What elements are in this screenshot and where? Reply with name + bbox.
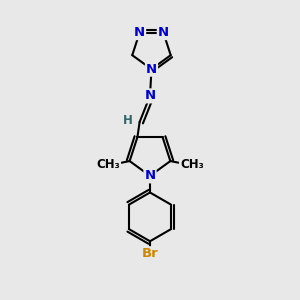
Text: CH₃: CH₃: [96, 158, 120, 170]
Text: CH₃: CH₃: [180, 158, 204, 170]
Text: H: H: [123, 114, 133, 127]
Text: N: N: [134, 26, 145, 39]
Text: N: N: [144, 89, 156, 102]
Text: N: N: [158, 26, 169, 39]
Text: N: N: [144, 169, 156, 182]
Text: N: N: [146, 63, 157, 76]
Text: Br: Br: [142, 247, 158, 260]
